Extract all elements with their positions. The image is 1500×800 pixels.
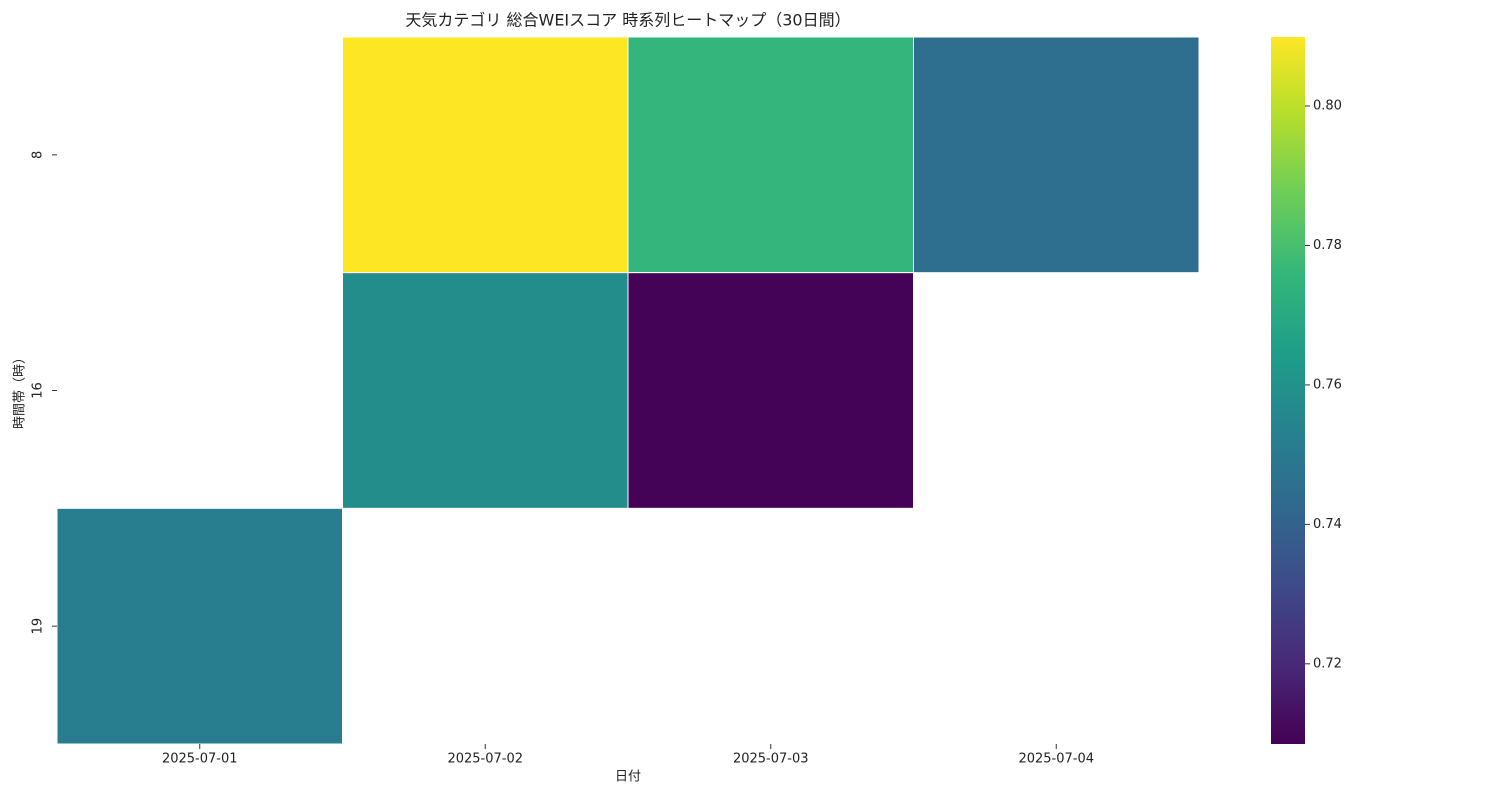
colorbar-tick-label: 0.72	[1313, 656, 1342, 671]
colorbar-tick-label: 0.76	[1313, 377, 1342, 392]
x-tick-label: 2025-07-02	[447, 752, 523, 767]
heatmap-cell	[627, 272, 914, 509]
colorbar-tick-label: 0.74	[1313, 517, 1342, 532]
colorbar	[1271, 37, 1305, 744]
colorbar-tick-label: 0.78	[1313, 238, 1342, 253]
y-tick-label: 19	[31, 618, 46, 635]
x-tick-label: 2025-07-03	[733, 752, 809, 767]
heatmap-cell	[342, 36, 629, 274]
heatmap-cell	[56, 507, 343, 745]
y-axis-label: 時間帯（時）	[13, 351, 28, 429]
y-tick-label: 16	[31, 382, 46, 399]
heatmap-cell	[627, 36, 914, 274]
chart-title: 天気カテゴリ 総合WEIスコア 時系列ヒートマップ（30日間）	[405, 11, 850, 30]
heatmap-cell	[342, 272, 629, 509]
x-tick-label: 2025-07-04	[1018, 752, 1094, 767]
y-tick-label: 8	[31, 151, 46, 159]
heatmap-cell	[913, 36, 1200, 274]
colorbar-tick-label: 0.80	[1313, 99, 1342, 114]
x-axis-label: 日付	[615, 770, 641, 785]
x-tick-label: 2025-07-01	[162, 752, 238, 767]
